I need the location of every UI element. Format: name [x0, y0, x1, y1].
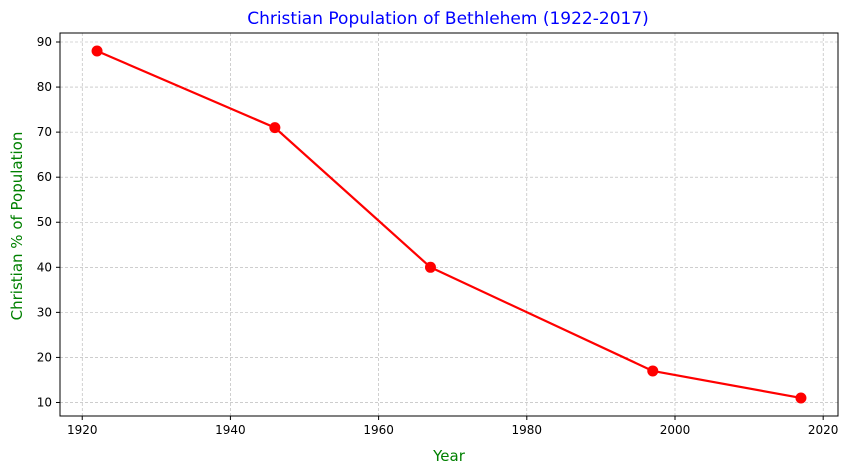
x-tick-label-2: 1960 [363, 423, 394, 437]
x-tick-label-5: 2020 [808, 423, 839, 437]
data-point-1997 [647, 365, 659, 377]
x-tick-label-3: 1980 [512, 423, 543, 437]
data-point-1946 [269, 122, 281, 134]
data-point-1922 [91, 45, 103, 57]
x-tick-label-4: 2000 [660, 423, 691, 437]
chart-title: Christian Population of Bethlehem (1922-… [247, 9, 649, 29]
axis-ticks: 1920 1940 1960 1980 2000 2020 10 20 30 40 50 60 70 80… [37, 35, 839, 437]
grid [60, 33, 838, 416]
y-tick-label-6: 70 [37, 125, 52, 139]
y-tick-label-3: 40 [37, 260, 52, 274]
y-tick-label-7: 80 [37, 80, 52, 94]
y-tick-label-8: 90 [37, 35, 52, 49]
y-tick-label-4: 50 [37, 215, 52, 229]
x-tick-label-0: 1920 [67, 423, 98, 437]
y-tick-label-1: 20 [37, 350, 52, 364]
y-tick-label-0: 10 [37, 395, 52, 409]
data-point-1967 [424, 261, 436, 273]
series-layer [91, 45, 807, 404]
y-axis-title: Christian % of Population [8, 132, 26, 321]
data-point-2017 [795, 392, 807, 404]
series-line-0 [96, 50, 802, 400]
x-tick-label-1: 1940 [215, 423, 246, 437]
x-axis-title: Year [432, 447, 466, 465]
y-tick-label-2: 30 [37, 305, 52, 319]
plot-area-frame [59, 32, 839, 417]
y-tick-label-5: 60 [37, 170, 52, 184]
